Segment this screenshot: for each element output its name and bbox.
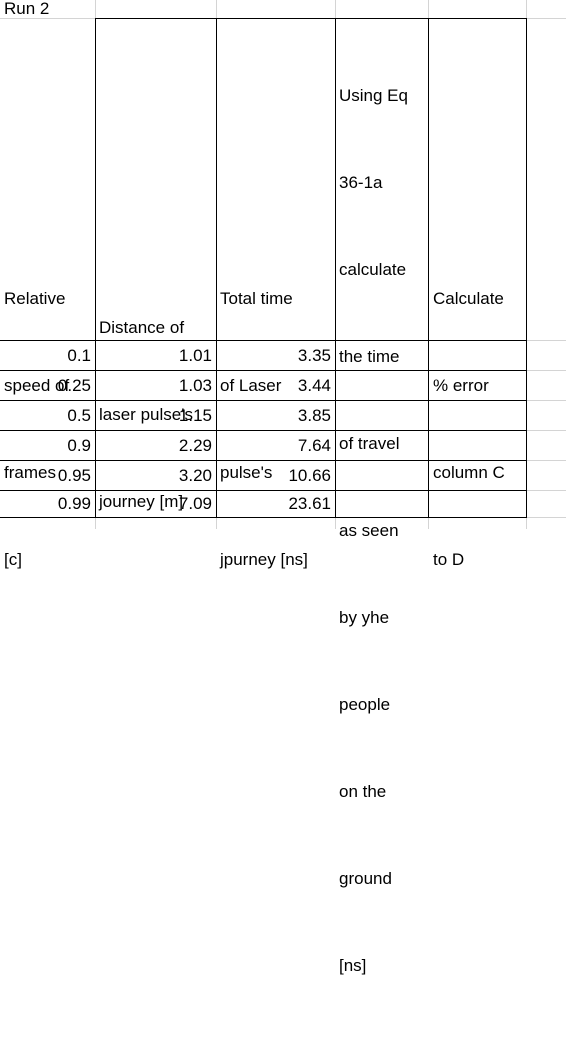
data-cell[interactable]: 0.1 <box>67 346 91 365</box>
data-cell[interactable]: 2.29 <box>178 436 212 455</box>
cell-border <box>428 18 429 340</box>
header-line: on the <box>339 782 387 801</box>
cell-border <box>526 340 527 518</box>
data-cell[interactable]: 23.61 <box>288 494 331 513</box>
header-line: [c] <box>4 550 22 569</box>
header-cell-col-a[interactable]: Relative speed of frames [c] <box>4 226 69 632</box>
cell-border <box>0 517 527 518</box>
cell-border <box>0 340 527 341</box>
data-cell[interactable]: 3.44 <box>297 376 331 395</box>
header-line: Calculate <box>433 289 504 308</box>
data-cell[interactable]: 0.95 <box>57 466 91 485</box>
header-line: journey [m] <box>99 492 184 511</box>
cell-border <box>335 18 336 340</box>
cell-border <box>526 18 527 340</box>
header-cell-col-d[interactable]: Using Eq 36-1a calculate the time of tra… <box>339 23 408 1038</box>
cell-border <box>0 400 527 401</box>
cell-border <box>0 370 527 371</box>
header-line: Using Eq <box>339 86 408 105</box>
header-line: laser pulse's <box>99 405 193 424</box>
header-line: as seen <box>339 521 399 540</box>
data-cell[interactable]: 0.9 <box>67 436 91 455</box>
spreadsheet-grid[interactable]: Run 2 Relative speed of frames [c] Dista… <box>0 0 566 975</box>
data-cell[interactable]: 7.64 <box>297 436 331 455</box>
data-cell[interactable]: 0.25 <box>57 376 91 395</box>
header-line: calculate <box>339 260 407 279</box>
data-cell[interactable]: 1.03 <box>178 376 212 395</box>
data-cell[interactable]: 3.35 <box>297 346 331 365</box>
cell-border <box>428 340 429 518</box>
header-line: [ns] <box>339 956 367 975</box>
header-line: Total time <box>220 289 293 308</box>
cell-border <box>95 340 96 518</box>
header-line: Relative <box>4 289 66 308</box>
header-line: column C <box>433 463 505 482</box>
header-line: of Laser <box>220 376 282 395</box>
cell-border <box>0 430 527 431</box>
cell-border <box>95 18 527 19</box>
data-cell[interactable]: 0.5 <box>67 406 91 425</box>
header-line: the time <box>339 347 400 366</box>
header-line: % error <box>433 376 489 395</box>
data-cell[interactable]: 3.20 <box>178 466 212 485</box>
header-line: pulse's <box>220 463 273 482</box>
data-cell[interactable]: 3.85 <box>297 406 331 425</box>
run-label[interactable]: Run 2 <box>4 0 50 18</box>
header-line: jpurney [ns] <box>220 550 308 569</box>
header-cell-col-e[interactable]: Calculate % error column C to D <box>433 226 505 632</box>
data-cell[interactable]: 1.01 <box>178 346 212 365</box>
cell-border <box>0 490 527 491</box>
data-cell[interactable]: 1.15 <box>178 406 212 425</box>
header-line: ground <box>339 869 392 888</box>
header-line: by yhe <box>339 608 390 627</box>
data-cell[interactable]: 7.09 <box>178 494 212 513</box>
data-cell[interactable]: 0.99 <box>57 494 91 513</box>
header-line: of travel <box>339 434 400 453</box>
header-line: speed of <box>4 376 70 395</box>
cell-border <box>95 18 96 340</box>
cell-border <box>216 18 217 340</box>
data-cell[interactable]: 10.66 <box>288 466 331 485</box>
header-line: people <box>339 695 391 714</box>
header-cell-col-b[interactable]: Distance of laser pulse's journey [m] <box>99 255 193 574</box>
cell-border <box>335 340 336 518</box>
header-line: frames <box>4 463 56 482</box>
header-line: Distance of <box>99 318 185 337</box>
header-line: to D <box>433 550 465 569</box>
header-line: 36-1a <box>339 173 383 192</box>
cell-border <box>216 340 217 518</box>
cell-border <box>0 460 527 461</box>
